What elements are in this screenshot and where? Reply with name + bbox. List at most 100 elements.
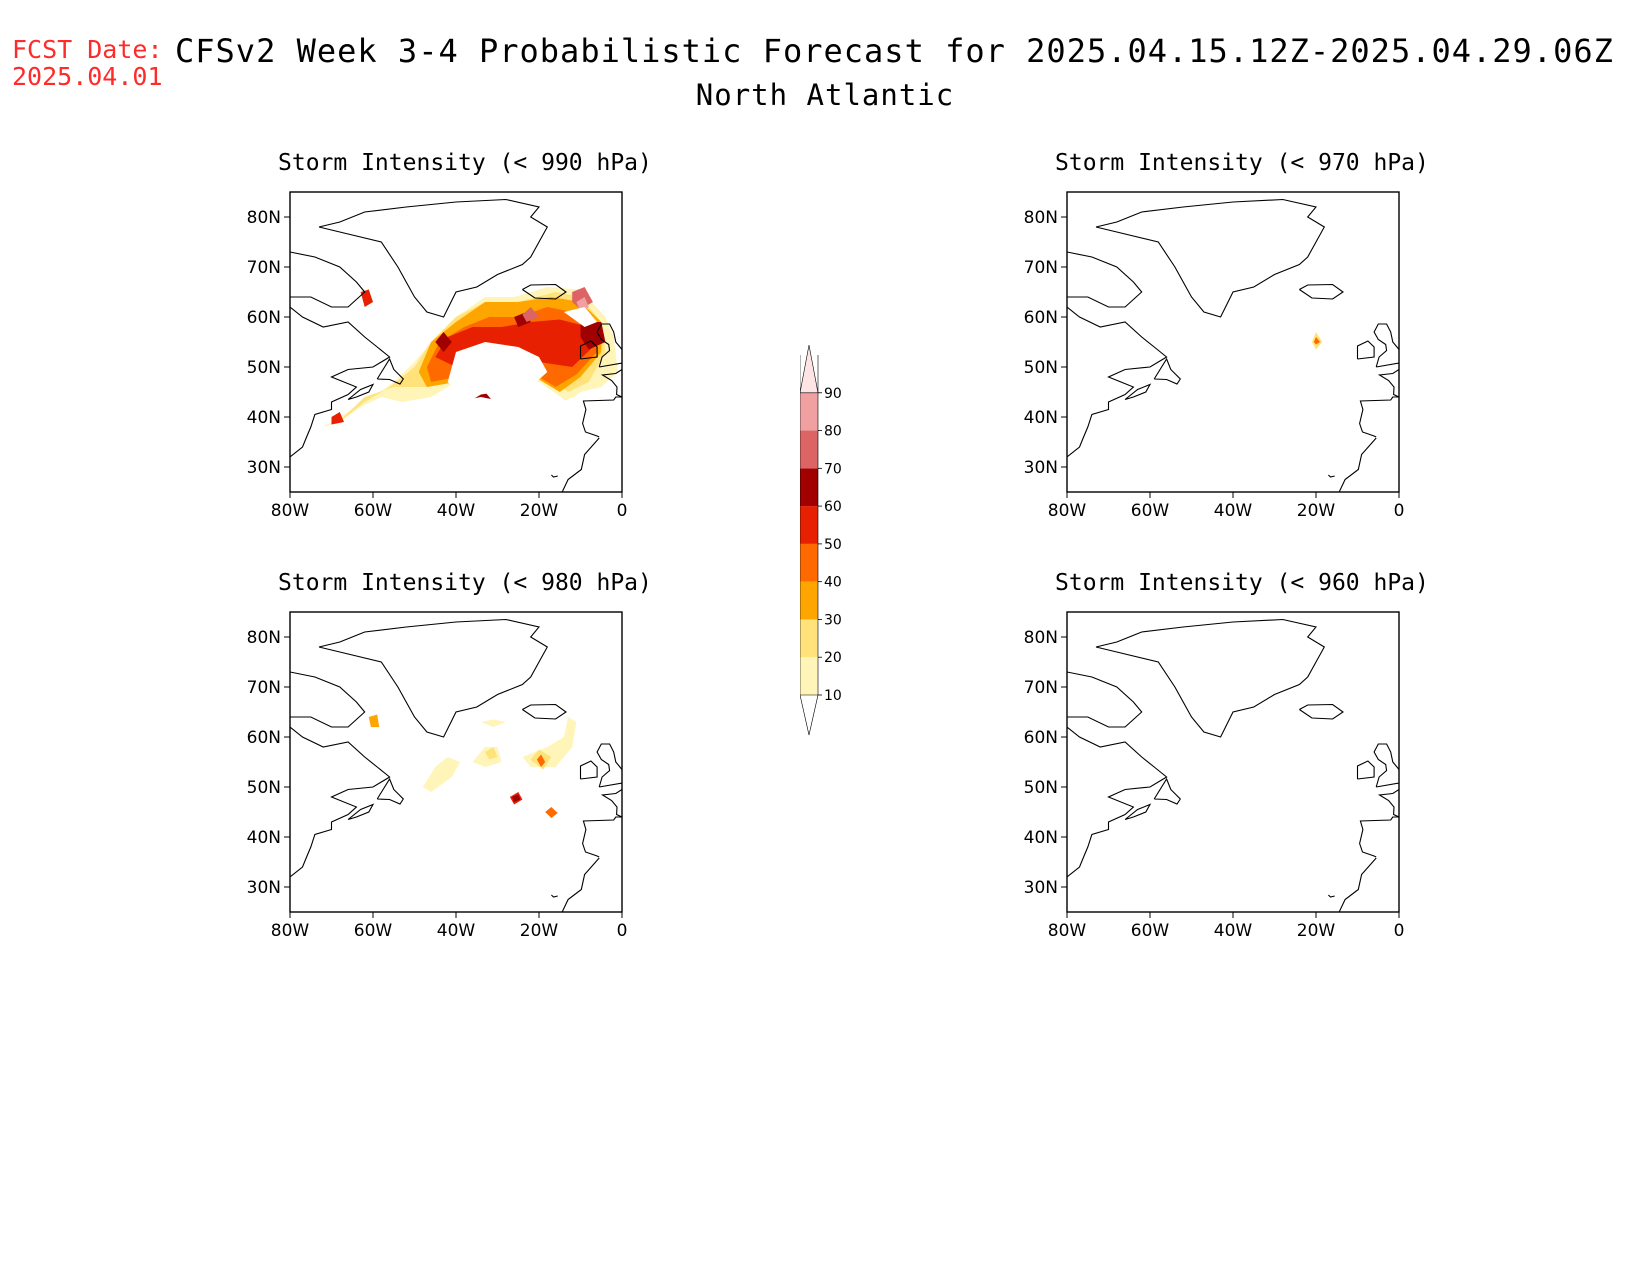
y-tick-label: 80N — [247, 208, 281, 228]
map-panel-990: 80W 60W 40W 20W 0 80N 70N 60N 50N 40N 30N — [247, 191, 627, 521]
y-tick-label: 30N — [247, 878, 281, 898]
coastline — [1377, 369, 1399, 398]
coastline — [579, 760, 598, 780]
x-tick-label: 20W — [1297, 501, 1336, 521]
forecast-date-value: 2025.04.01 — [12, 62, 163, 91]
x-tick-label: 20W — [1297, 921, 1336, 941]
y-tick-label: 50N — [1024, 358, 1058, 378]
x-tick-label: 60W — [1131, 501, 1170, 521]
forecast-date: FCST Date: 2025.04.01 — [12, 36, 163, 90]
panel-title-970: Storm Intensity (< 970 hPa) — [1055, 150, 1429, 176]
map-area — [1067, 618, 1399, 912]
panel-title-960: Storm Intensity (< 960 hPa) — [1055, 570, 1429, 596]
coastline — [1356, 340, 1375, 360]
map-panel-970: 80W 60W 40W 20W 0 80N 70N 60N 50N 40N 30N — [1024, 191, 1404, 521]
colorbar-label: 20 — [824, 650, 842, 666]
coastline — [596, 323, 622, 368]
x-tick-label: 20W — [520, 921, 559, 941]
y-tick-label: 30N — [1024, 458, 1058, 478]
colorbar-segment — [800, 694, 819, 736]
coastline — [1124, 383, 1152, 401]
x-tick-label: 60W — [354, 501, 393, 521]
coastline — [561, 437, 600, 492]
coastline — [600, 789, 622, 818]
probability-region — [331, 412, 344, 425]
colorbar-label: 30 — [824, 612, 842, 628]
coastline — [290, 671, 366, 728]
probability-region — [536, 754, 546, 767]
x-tick-label: 80W — [271, 921, 310, 941]
page-title: CFSv2 Week 3-4 Probabilistic Forecast fo… — [175, 32, 1614, 70]
coastline — [1373, 323, 1399, 368]
coastline — [1299, 703, 1344, 720]
probability-region — [522, 307, 539, 322]
colorbar-segment — [800, 344, 819, 394]
coastline — [551, 894, 558, 898]
region-name: North Atlantic — [695, 78, 955, 112]
probability-region — [512, 794, 521, 802]
colorbar-label: 10 — [824, 688, 842, 704]
colorbar-label: 60 — [824, 499, 842, 515]
y-tick-label: 50N — [247, 358, 281, 378]
coastline — [1338, 857, 1377, 912]
map-frame — [1066, 191, 1400, 493]
coastline — [1067, 306, 1168, 458]
no-data-region — [447, 342, 548, 397]
coastline — [290, 251, 366, 308]
coastline — [522, 703, 567, 720]
x-tick-label: 80W — [271, 501, 310, 521]
no-data-region — [563, 307, 598, 327]
coastline — [1153, 777, 1182, 805]
coastline — [561, 857, 600, 912]
coastline — [596, 743, 622, 788]
coastline — [1153, 357, 1182, 385]
colorbar-segment — [800, 506, 818, 544]
coastline — [318, 618, 549, 738]
map-area — [290, 618, 622, 912]
y-tick-label: 70N — [247, 678, 281, 698]
colorbar-segment — [800, 657, 818, 695]
x-tick-label: 40W — [437, 921, 476, 941]
x-tick-label: 40W — [1214, 501, 1253, 521]
coastline — [582, 396, 622, 438]
probability-region — [545, 807, 558, 818]
coastline — [1377, 789, 1399, 818]
coastline — [582, 816, 622, 858]
probability-region — [1313, 337, 1321, 345]
coastline — [1095, 198, 1326, 318]
y-tick-label: 40N — [247, 408, 281, 428]
coastline — [1338, 437, 1377, 492]
coastline — [376, 357, 405, 385]
coastline — [1359, 816, 1399, 858]
no-data-region — [373, 397, 573, 437]
y-tick-label: 60N — [247, 728, 281, 748]
x-tick-label: 0 — [1394, 921, 1405, 941]
y-tick-label: 40N — [1024, 828, 1058, 848]
coastline — [290, 726, 391, 878]
coastline — [1359, 396, 1399, 438]
coastline — [1095, 618, 1326, 738]
map-panel-960: 80W 60W 40W 20W 0 80N 70N 60N 50N 40N 30N — [1024, 611, 1405, 941]
y-tick-label: 40N — [1024, 408, 1058, 428]
colorbar-label: 50 — [824, 537, 842, 553]
colorbar-segment — [800, 543, 818, 582]
coastline — [290, 306, 391, 458]
x-tick-label: 0 — [617, 921, 628, 941]
panel-title-990: Storm Intensity (< 990 hPa) — [278, 150, 652, 176]
x-tick-label: 80W — [1048, 501, 1087, 521]
coastline — [1328, 474, 1335, 478]
coastline — [1067, 251, 1143, 308]
forecast-date-label: FCST Date: — [12, 35, 163, 64]
x-tick-label: 40W — [437, 501, 476, 521]
map-area — [1067, 198, 1399, 492]
coastline — [1067, 726, 1168, 878]
colorbar-segment — [800, 468, 818, 507]
page-subtitle: North Atlantic — [0, 78, 1650, 112]
y-tick-label: 40N — [247, 828, 281, 848]
x-tick-label: 60W — [354, 921, 393, 941]
coastline — [1124, 803, 1152, 821]
y-tick-label: 30N — [1024, 878, 1058, 898]
probability-region — [485, 747, 498, 760]
y-tick-label: 80N — [1024, 208, 1058, 228]
coastline — [522, 283, 567, 300]
